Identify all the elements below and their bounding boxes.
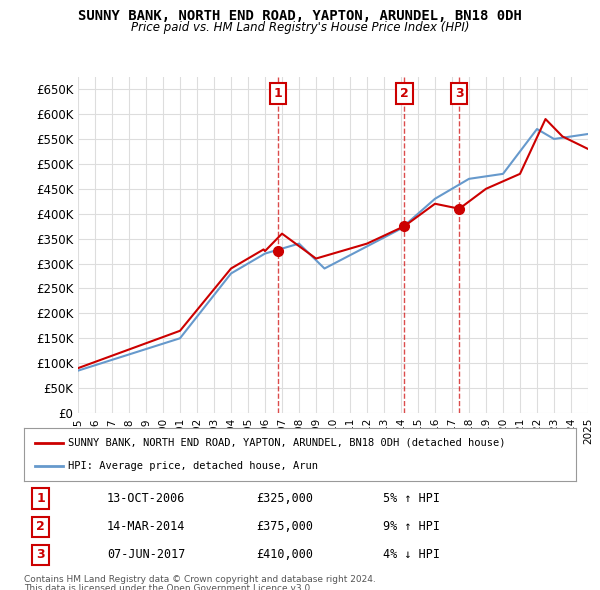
- Text: Price paid vs. HM Land Registry's House Price Index (HPI): Price paid vs. HM Land Registry's House …: [131, 21, 469, 34]
- Text: 4% ↓ HPI: 4% ↓ HPI: [383, 548, 440, 561]
- Text: 5% ↑ HPI: 5% ↑ HPI: [383, 492, 440, 505]
- Text: 13-OCT-2006: 13-OCT-2006: [107, 492, 185, 505]
- Text: £410,000: £410,000: [256, 548, 313, 561]
- Text: 14-MAR-2014: 14-MAR-2014: [107, 520, 185, 533]
- Text: 2: 2: [36, 520, 45, 533]
- Text: 1: 1: [36, 492, 45, 505]
- Text: 3: 3: [455, 87, 464, 100]
- Text: 2: 2: [400, 87, 409, 100]
- Text: £375,000: £375,000: [256, 520, 313, 533]
- Text: 1: 1: [274, 87, 283, 100]
- Text: SUNNY BANK, NORTH END ROAD, YAPTON, ARUNDEL, BN18 0DH (detached house): SUNNY BANK, NORTH END ROAD, YAPTON, ARUN…: [68, 438, 506, 448]
- Text: HPI: Average price, detached house, Arun: HPI: Average price, detached house, Arun: [68, 461, 318, 471]
- Text: 9% ↑ HPI: 9% ↑ HPI: [383, 520, 440, 533]
- Text: 07-JUN-2017: 07-JUN-2017: [107, 548, 185, 561]
- Text: Contains HM Land Registry data © Crown copyright and database right 2024.: Contains HM Land Registry data © Crown c…: [24, 575, 376, 584]
- Text: 3: 3: [36, 548, 45, 561]
- Text: £325,000: £325,000: [256, 492, 313, 505]
- Text: SUNNY BANK, NORTH END ROAD, YAPTON, ARUNDEL, BN18 0DH: SUNNY BANK, NORTH END ROAD, YAPTON, ARUN…: [78, 9, 522, 23]
- Text: This data is licensed under the Open Government Licence v3.0.: This data is licensed under the Open Gov…: [24, 584, 313, 590]
